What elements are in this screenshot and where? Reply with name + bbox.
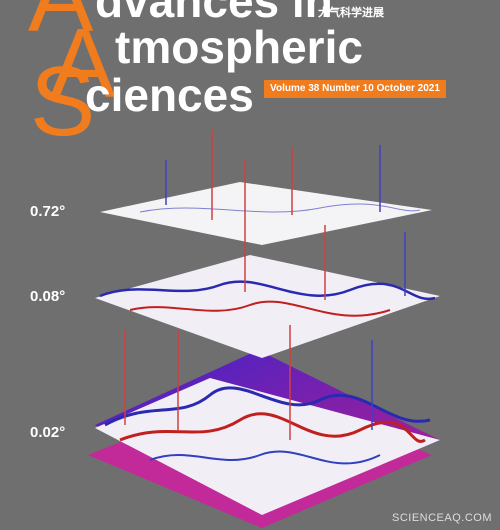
watermark: SCIENCEAQ.COM (391, 512, 492, 524)
layer-label: 0.08° (30, 288, 66, 305)
title-initial: A (28, 0, 93, 46)
issue-banner: Volume 38 Number 10 October 2021 (264, 80, 446, 98)
layer-label: 0.02° (30, 424, 66, 441)
title-word: ciences (85, 69, 254, 121)
title-initial: S (30, 46, 96, 156)
layer-label: 0.72° (30, 203, 66, 220)
title-initial: A (50, 8, 116, 118)
title-word: dvances in (95, 0, 333, 27)
title-word: tmospheric (115, 21, 363, 73)
chinese-title: 大气科学进展 (318, 7, 384, 19)
